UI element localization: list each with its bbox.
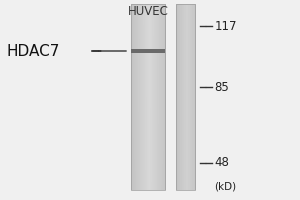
Text: 117: 117	[214, 20, 237, 32]
Text: 85: 85	[214, 81, 229, 94]
Text: 48: 48	[214, 156, 230, 170]
Bar	[130, 49, 165, 53]
Bar	[130, 4, 165, 190]
Text: HUVEC: HUVEC	[128, 5, 168, 18]
Text: (kD): (kD)	[214, 181, 237, 191]
Bar	[176, 4, 195, 190]
Text: HDAC7: HDAC7	[6, 45, 59, 60]
